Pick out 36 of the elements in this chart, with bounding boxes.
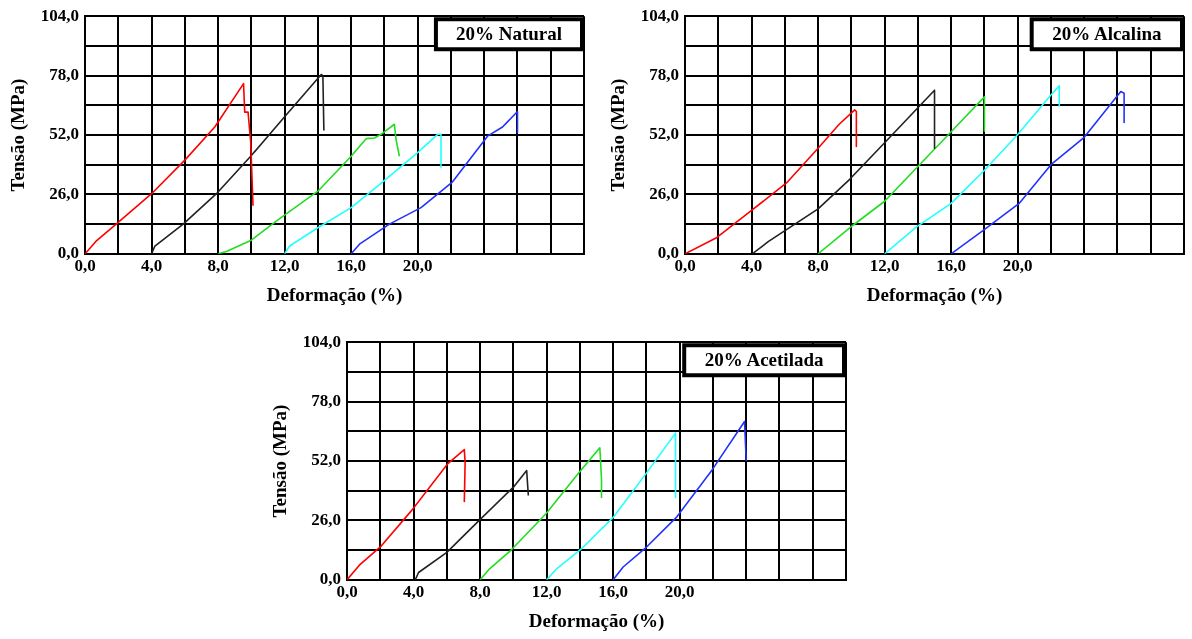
x-tick-label: 8,0 (807, 256, 829, 276)
y-axis-title: Tensão (MPa) (7, 78, 30, 192)
x-axis-title: Deformação (%) (528, 609, 665, 632)
y-tick-label: 52,0 (311, 450, 342, 470)
x-tick-label: 20,0 (1002, 256, 1033, 276)
chart-title: 20% Natural (455, 23, 562, 45)
chart-title: 20% Alcalina (1052, 23, 1162, 45)
x-axis-title: Deformação (%) (266, 283, 403, 306)
y-tick-label: 104,0 (40, 5, 80, 25)
y-tick-label: 52,0 (49, 124, 80, 144)
x-tick-label: 12,0 (531, 582, 562, 602)
y-tick-label: 52,0 (649, 124, 680, 144)
x-tick-label: 20,0 (664, 582, 695, 602)
y-tick-label: 78,0 (49, 64, 80, 84)
y-axis-title: Tensão (MPa) (607, 78, 630, 192)
x-tick-label: 4,0 (740, 256, 763, 276)
x-tick-label: 20,0 (402, 256, 433, 276)
x-tick-label: 8,0 (469, 582, 491, 602)
x-tick-label: 4,0 (140, 256, 163, 276)
chart-title: 20% Acetilada (704, 349, 824, 371)
y-tick-label: 78,0 (311, 390, 342, 410)
x-tick-label: 8,0 (207, 256, 229, 276)
x-axis-title: Deformação (%) (866, 283, 1003, 306)
y-tick-label: 26,0 (311, 509, 342, 529)
x-tick-label: 4,0 (402, 582, 425, 602)
x-tick-label: 16,0 (598, 582, 629, 602)
x-tick-label: 16,0 (336, 256, 367, 276)
y-tick-label: 26,0 (649, 183, 680, 203)
y-tick-label: 104,0 (302, 331, 342, 351)
x-tick-label: 16,0 (936, 256, 967, 276)
x-tick-label: 12,0 (269, 256, 300, 276)
y-tick-label: 26,0 (49, 183, 80, 203)
y-tick-label: 104,0 (640, 5, 680, 25)
x-tick-label: 12,0 (869, 256, 900, 276)
y-axis-title: Tensão (MPa) (269, 404, 292, 518)
y-tick-label: 78,0 (649, 64, 680, 84)
